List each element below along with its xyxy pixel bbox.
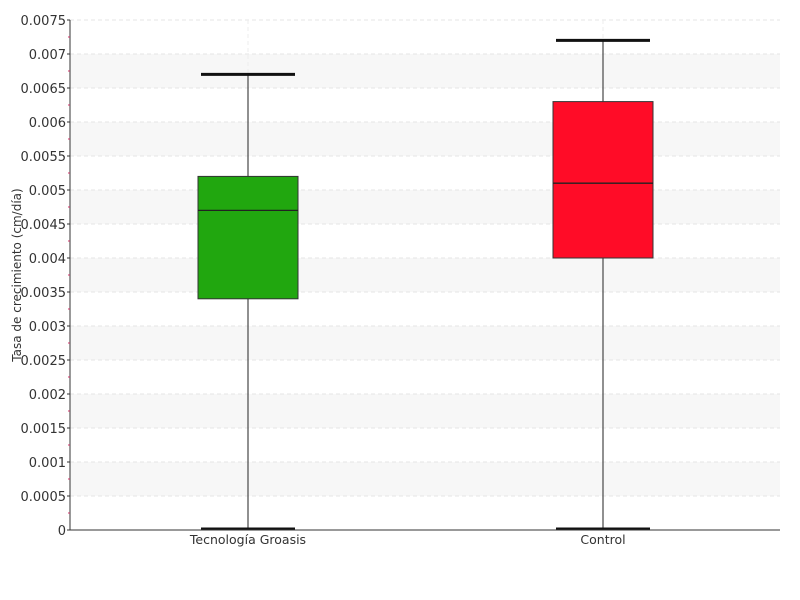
y-tick-label: 0.0005: [21, 490, 67, 505]
iqr-box: [552, 101, 654, 259]
y-tick-label: 0.003: [29, 320, 66, 335]
y-tick-label: 0.006: [29, 116, 66, 131]
grid-band: [70, 258, 780, 292]
grid-band: [70, 54, 780, 88]
y-ticks: 0 0.0005 0.001 0.0015 0.002 0.0025 0.003 0.0035…: [21, 14, 70, 539]
grid-bands: [70, 54, 780, 496]
grid-band: [70, 122, 780, 156]
y-tick-label: 0.0015: [21, 422, 67, 437]
y-tick-label: 0.007: [29, 48, 66, 63]
y-tick-label: 0.0035: [21, 286, 67, 301]
y-tick-label: 0.005: [29, 184, 66, 199]
x-tick-labels: Tecnología Groasis Control: [189, 532, 626, 547]
boxes: [197, 38, 654, 531]
grid-band: [70, 394, 780, 428]
x-tick-label: Tecnología Groasis: [189, 532, 306, 547]
y-tick-label: 0.002: [29, 388, 66, 403]
y-tick-label: 0.0045: [21, 218, 67, 233]
y-tick-label: 0.0075: [21, 14, 67, 29]
box-group: [552, 38, 654, 531]
y-tick-label: 0.0025: [21, 354, 67, 369]
y-tick-label: 0.004: [29, 252, 66, 267]
box-group: [197, 72, 299, 531]
x-tick-label: Control: [580, 532, 625, 547]
y-tick-label: 0.0055: [21, 150, 67, 165]
grid-band: [70, 326, 780, 360]
y-tick-label: 0.001: [29, 456, 66, 471]
y-tick-label: 0: [58, 524, 66, 539]
y-axis-label: Tasa de crecimiento (cm/día): [10, 188, 24, 362]
grid-lines: [70, 19, 780, 497]
iqr-box: [197, 175, 299, 300]
grid-band: [70, 462, 780, 496]
grid-band: [70, 190, 780, 224]
y-tick-label: 0.0065: [21, 82, 67, 97]
